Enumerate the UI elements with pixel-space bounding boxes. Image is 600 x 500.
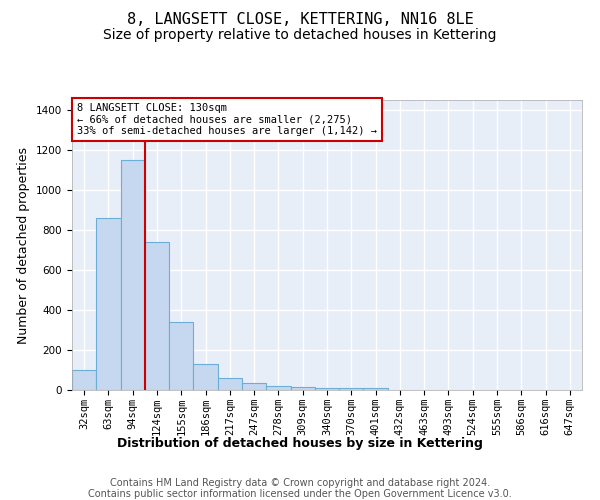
Bar — [72, 370, 96, 390]
Text: 8, LANGSETT CLOSE, KETTERING, NN16 8LE: 8, LANGSETT CLOSE, KETTERING, NN16 8LE — [127, 12, 473, 28]
Text: Distribution of detached houses by size in Kettering: Distribution of detached houses by size … — [117, 438, 483, 450]
Bar — [96, 218, 121, 390]
Bar — [169, 322, 193, 390]
Bar — [242, 383, 266, 390]
Bar — [315, 388, 339, 390]
Bar — [145, 242, 169, 390]
Bar — [193, 364, 218, 390]
Bar — [266, 386, 290, 390]
Bar — [290, 387, 315, 390]
Bar — [121, 160, 145, 390]
Text: Contains public sector information licensed under the Open Government Licence v3: Contains public sector information licen… — [88, 489, 512, 499]
Y-axis label: Number of detached properties: Number of detached properties — [17, 146, 31, 344]
Bar — [339, 388, 364, 390]
Bar — [218, 378, 242, 390]
Text: Size of property relative to detached houses in Kettering: Size of property relative to detached ho… — [103, 28, 497, 42]
Bar — [364, 388, 388, 390]
Text: Contains HM Land Registry data © Crown copyright and database right 2024.: Contains HM Land Registry data © Crown c… — [110, 478, 490, 488]
Text: 8 LANGSETT CLOSE: 130sqm
← 66% of detached houses are smaller (2,275)
33% of sem: 8 LANGSETT CLOSE: 130sqm ← 66% of detach… — [77, 103, 377, 136]
